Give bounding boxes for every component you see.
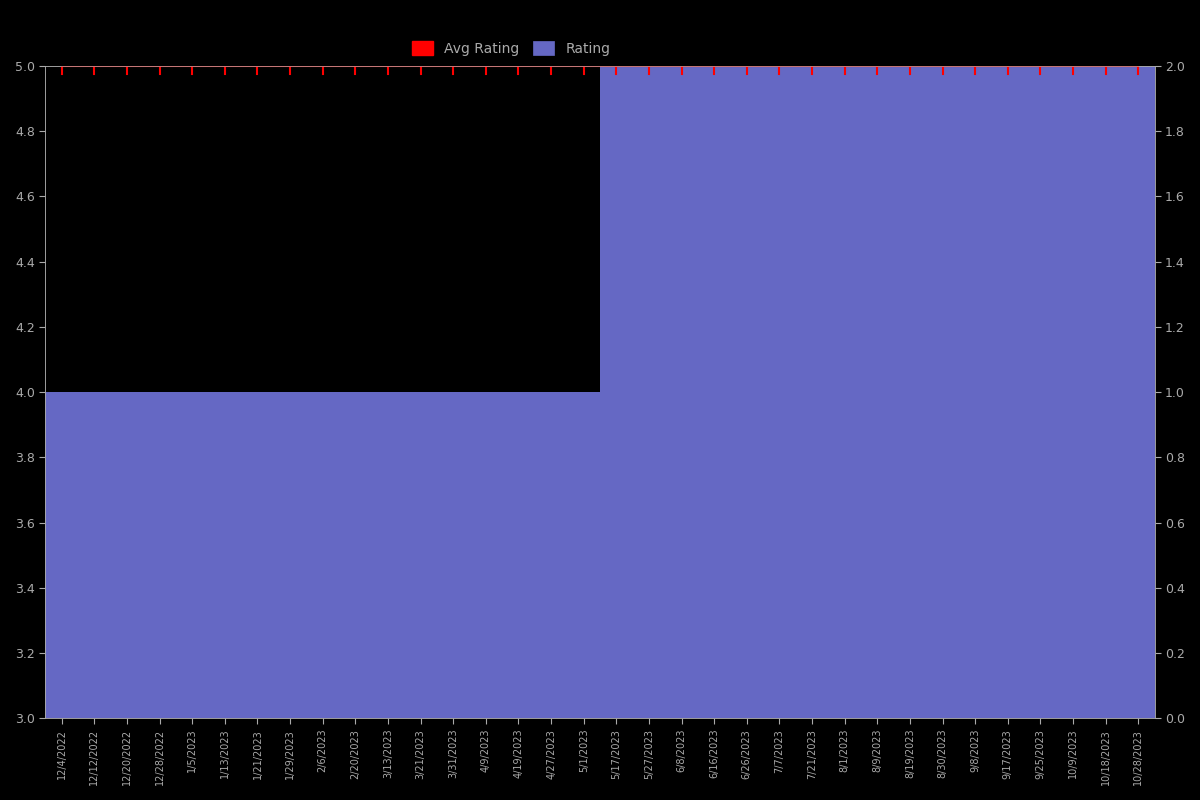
Bar: [991, 66, 1024, 718]
Bar: [372, 392, 404, 718]
Bar: [143, 392, 176, 718]
Bar: [176, 392, 209, 718]
Bar: [469, 392, 502, 718]
Bar: [600, 66, 632, 718]
Bar: [665, 66, 698, 718]
Bar: [502, 392, 535, 718]
Bar: [306, 392, 340, 718]
Bar: [110, 392, 143, 718]
Bar: [860, 66, 894, 718]
Bar: [404, 392, 437, 718]
Bar: [535, 392, 568, 718]
Bar: [632, 66, 665, 718]
Bar: [959, 66, 991, 718]
Bar: [1090, 66, 1122, 718]
Bar: [1122, 66, 1154, 718]
Bar: [274, 392, 306, 718]
Bar: [731, 66, 763, 718]
Bar: [926, 66, 959, 718]
Bar: [437, 392, 469, 718]
Bar: [1057, 66, 1090, 718]
Legend: Avg Rating, Rating: Avg Rating, Rating: [408, 37, 614, 60]
Bar: [241, 392, 274, 718]
Bar: [46, 392, 78, 718]
Bar: [763, 66, 796, 718]
Bar: [568, 392, 600, 718]
Bar: [828, 66, 860, 718]
Bar: [894, 66, 926, 718]
Bar: [796, 66, 828, 718]
Bar: [209, 392, 241, 718]
Bar: [78, 392, 110, 718]
Bar: [340, 392, 372, 718]
Bar: [1024, 66, 1057, 718]
Bar: [698, 66, 731, 718]
